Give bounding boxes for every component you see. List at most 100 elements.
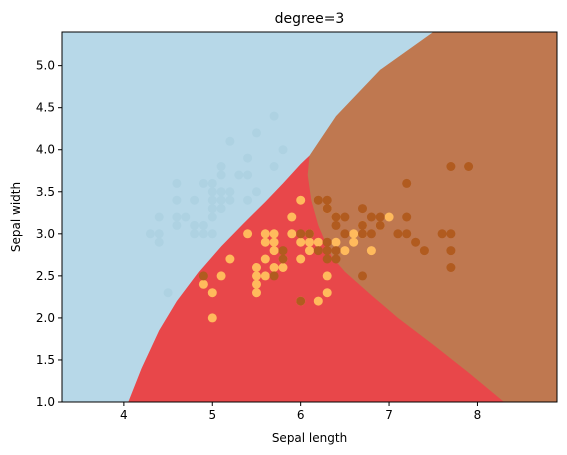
y-tick-label: 1.5 [36, 353, 55, 367]
data-point-class-2 [437, 229, 447, 239]
data-point-class-1 [322, 288, 332, 298]
data-point-class-0 [234, 170, 244, 180]
x-axis-label: Sepal length [272, 431, 347, 445]
data-point-class-2 [375, 220, 385, 230]
data-point-class-2 [419, 246, 429, 256]
data-point-class-0 [225, 195, 235, 205]
data-point-class-2 [322, 195, 332, 205]
data-point-class-0 [243, 195, 253, 205]
data-point-class-0 [172, 195, 182, 205]
data-point-class-2 [375, 212, 385, 222]
data-point-class-0 [172, 212, 182, 222]
data-point-class-2 [296, 296, 306, 306]
data-point-class-2 [446, 162, 456, 171]
data-point-class-1 [331, 237, 341, 247]
data-point-class-2 [446, 263, 456, 272]
data-point-class-2 [331, 220, 341, 230]
data-point-class-0 [207, 178, 217, 188]
x-axis: 4 5 6 7 8 [120, 402, 481, 422]
data-point-class-1 [296, 237, 306, 247]
data-points [145, 111, 474, 323]
x-tick-label: 6 [297, 408, 305, 422]
data-point-class-0 [216, 204, 226, 214]
data-point-class-2 [340, 229, 350, 239]
data-point-class-1 [260, 229, 270, 239]
data-point-class-0 [269, 162, 279, 171]
data-point-class-1 [198, 279, 208, 289]
data-point-class-1 [349, 237, 359, 247]
data-point-class-1 [322, 271, 332, 281]
data-point-class-2 [411, 237, 421, 247]
y-tick-label: 1.0 [36, 395, 55, 409]
data-point-class-1 [260, 254, 270, 264]
data-point-class-1 [252, 271, 261, 281]
data-point-class-2 [322, 254, 332, 264]
y-tick-label: 3.5 [36, 185, 55, 199]
data-point-class-1 [260, 237, 270, 247]
data-point-class-0 [216, 162, 226, 171]
data-point-class-1 [340, 246, 350, 256]
data-point-class-0 [216, 187, 226, 197]
data-point-class-1 [252, 279, 261, 289]
data-point-class-2 [446, 229, 456, 239]
data-point-class-2 [313, 195, 323, 205]
data-point-class-1 [349, 229, 359, 239]
data-point-class-0 [252, 128, 261, 138]
chart-title: degree=3 [275, 11, 345, 27]
data-point-class-1 [305, 246, 314, 256]
data-point-class-1 [252, 263, 261, 272]
data-point-class-0 [198, 229, 208, 239]
data-point-class-0 [172, 220, 182, 230]
data-point-class-1 [269, 246, 279, 256]
data-point-class-0 [154, 237, 164, 247]
data-point-class-0 [216, 170, 226, 180]
x-tick-label: 7 [385, 408, 393, 422]
y-tick-label: 3.0 [36, 227, 55, 241]
data-point-class-0 [207, 195, 217, 205]
data-point-class-1 [366, 246, 376, 256]
data-point-class-2 [322, 237, 332, 247]
data-point-class-2 [402, 229, 412, 239]
data-point-class-1 [225, 254, 235, 264]
data-point-class-2 [305, 229, 314, 239]
data-point-class-1 [287, 229, 297, 239]
y-tick-label: 4.0 [36, 143, 55, 157]
x-tick-label: 8 [474, 408, 482, 422]
data-point-class-1 [207, 313, 217, 323]
y-axis: 1.0 1.5 2.0 2.5 3.0 3.5 4.0 4.5 5.0 [36, 59, 62, 409]
data-point-class-1 [296, 254, 306, 264]
data-point-class-1 [216, 271, 226, 281]
data-point-class-2 [278, 246, 288, 256]
data-point-class-0 [181, 212, 191, 222]
data-point-class-0 [190, 229, 200, 239]
data-point-class-2 [340, 212, 350, 222]
data-point-class-1 [384, 212, 394, 222]
data-point-class-0 [172, 178, 182, 188]
data-point-class-0 [198, 178, 208, 188]
data-point-class-0 [207, 229, 217, 239]
data-point-class-0 [198, 220, 208, 230]
data-point-class-2 [358, 229, 367, 239]
data-point-class-2 [198, 271, 208, 281]
data-point-class-1 [269, 237, 279, 247]
data-point-class-0 [190, 220, 200, 230]
region-class-2 [307, 32, 557, 402]
data-point-class-1 [305, 237, 314, 247]
data-point-class-0 [243, 170, 253, 180]
x-tick-label: 4 [120, 408, 128, 422]
data-point-class-0 [216, 195, 226, 205]
data-point-class-2 [296, 229, 306, 239]
data-point-class-1 [278, 263, 288, 272]
decision-regions [62, 32, 557, 402]
data-point-class-0 [154, 212, 164, 222]
data-point-class-0 [278, 145, 288, 155]
data-point-class-2 [278, 254, 288, 264]
data-point-class-2 [358, 204, 367, 214]
data-point-class-2 [322, 204, 332, 214]
data-point-class-0 [207, 204, 217, 214]
data-point-class-0 [145, 229, 155, 239]
data-point-class-2 [331, 246, 341, 256]
data-point-class-2 [313, 246, 323, 256]
data-point-class-0 [207, 212, 217, 222]
